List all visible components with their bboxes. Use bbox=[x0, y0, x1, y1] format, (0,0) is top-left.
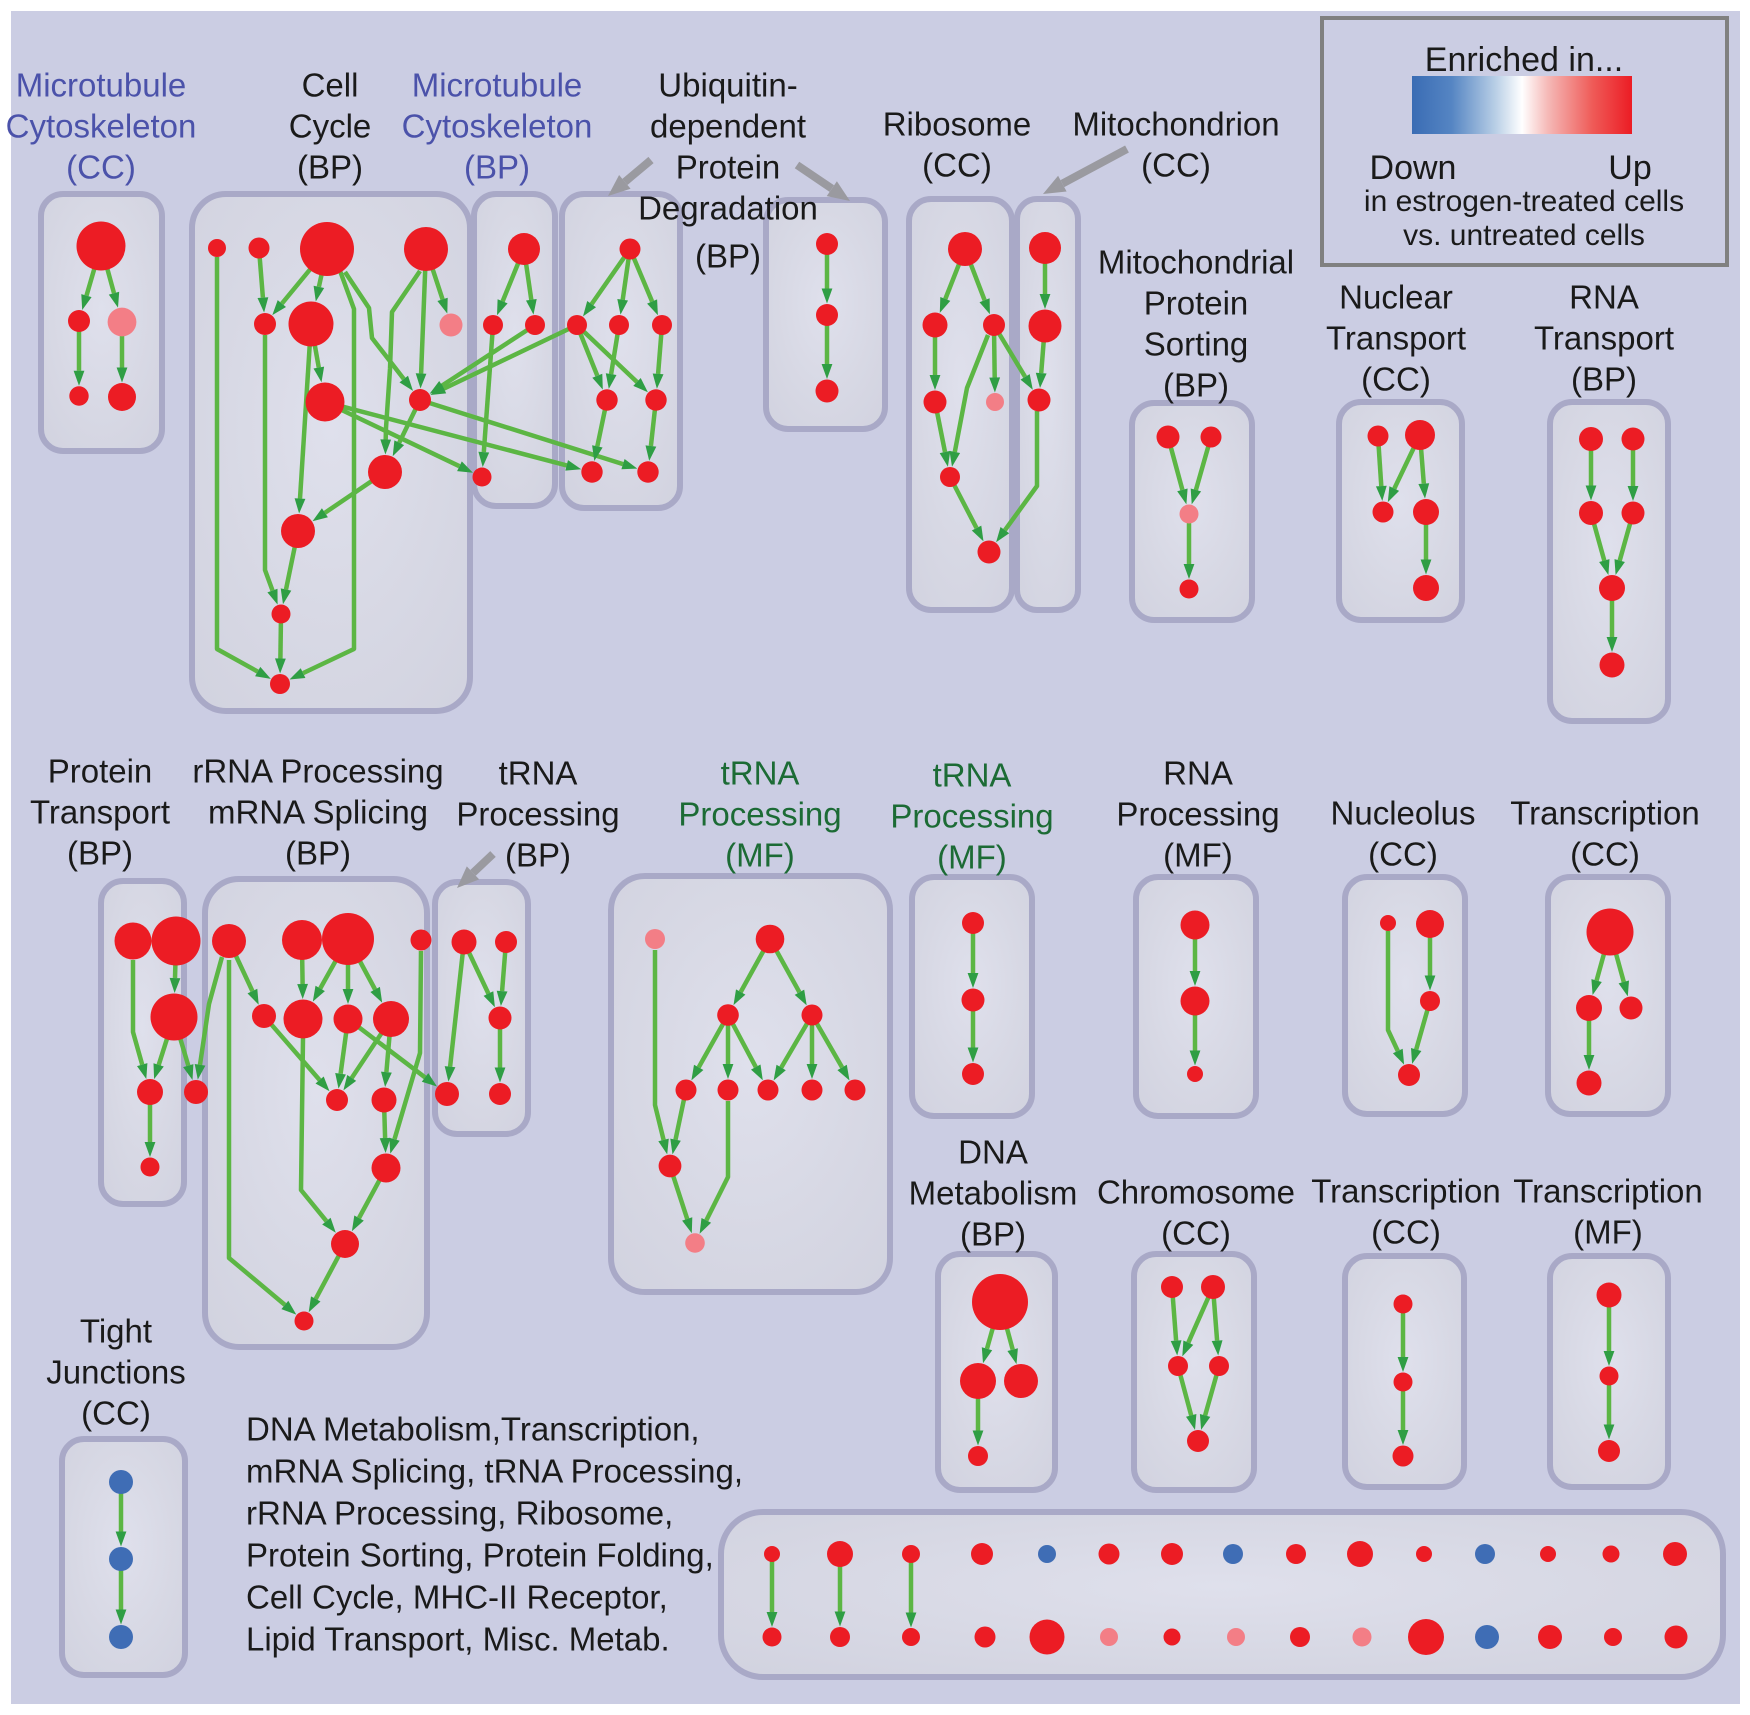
svg-text:(CC): (CC) bbox=[81, 1395, 151, 1432]
svg-text:Degradation: Degradation bbox=[638, 190, 818, 227]
svg-text:(MF): (MF) bbox=[937, 839, 1007, 876]
svg-text:RNA: RNA bbox=[1569, 279, 1639, 316]
svg-text:Transcription: Transcription bbox=[1513, 1173, 1703, 1210]
svg-text:Tight: Tight bbox=[80, 1313, 152, 1350]
svg-text:(BP): (BP) bbox=[285, 835, 351, 872]
svg-text:Ubiquitin-: Ubiquitin- bbox=[658, 67, 797, 104]
svg-text:tRNA: tRNA bbox=[721, 755, 800, 792]
svg-text:Protein: Protein bbox=[1144, 285, 1249, 322]
svg-text:(BP): (BP) bbox=[695, 238, 761, 275]
svg-text:Microtubule: Microtubule bbox=[16, 67, 187, 104]
svg-text:(BP): (BP) bbox=[1163, 367, 1229, 404]
svg-text:Metabolism: Metabolism bbox=[909, 1175, 1078, 1212]
svg-text:(CC): (CC) bbox=[1361, 361, 1431, 398]
svg-text:Cycle: Cycle bbox=[289, 108, 372, 145]
svg-text:RNA: RNA bbox=[1163, 755, 1233, 792]
svg-text:(CC): (CC) bbox=[922, 147, 992, 184]
svg-text:(BP): (BP) bbox=[67, 835, 133, 872]
svg-text:Processing: Processing bbox=[890, 798, 1053, 835]
svg-text:rRNA Processing: rRNA Processing bbox=[192, 753, 443, 790]
svg-text:(CC): (CC) bbox=[1368, 836, 1438, 873]
svg-text:rRNA Processing, Ribosome,: rRNA Processing, Ribosome, bbox=[246, 1495, 673, 1532]
svg-text:Transport: Transport bbox=[30, 794, 170, 831]
svg-text:(BP): (BP) bbox=[297, 149, 363, 186]
svg-text:Junctions: Junctions bbox=[46, 1354, 185, 1391]
svg-text:Ribosome: Ribosome bbox=[883, 106, 1032, 143]
svg-text:(MF): (MF) bbox=[1163, 837, 1233, 874]
svg-text:Microtubule: Microtubule bbox=[412, 67, 583, 104]
svg-text:Up: Up bbox=[1608, 149, 1651, 187]
svg-text:Cell Cycle, MHC-II Receptor,: Cell Cycle, MHC-II Receptor, bbox=[246, 1579, 668, 1616]
svg-text:tRNA: tRNA bbox=[933, 757, 1012, 794]
svg-text:Enriched in...: Enriched in... bbox=[1425, 41, 1623, 79]
svg-text:(BP): (BP) bbox=[1571, 361, 1637, 398]
svg-text:Protein: Protein bbox=[676, 149, 781, 186]
svg-text:(CC): (CC) bbox=[1371, 1214, 1441, 1251]
svg-text:Lipid Transport, Misc. Metab.: Lipid Transport, Misc. Metab. bbox=[246, 1621, 670, 1658]
svg-text:Cytoskeleton: Cytoskeleton bbox=[6, 108, 197, 145]
svg-text:DNA Metabolism,Transcription,: DNA Metabolism,Transcription, bbox=[246, 1411, 700, 1448]
svg-text:Protein: Protein bbox=[48, 753, 153, 790]
svg-text:(BP): (BP) bbox=[505, 837, 571, 874]
svg-text:vs. untreated cells: vs. untreated cells bbox=[1403, 219, 1645, 252]
svg-text:Transport: Transport bbox=[1326, 320, 1466, 357]
svg-text:(CC): (CC) bbox=[1161, 1215, 1231, 1252]
svg-text:Sorting: Sorting bbox=[1144, 326, 1249, 363]
svg-text:(MF): (MF) bbox=[725, 837, 795, 874]
svg-text:Mitochondrial: Mitochondrial bbox=[1098, 244, 1294, 281]
svg-text:(CC): (CC) bbox=[1570, 836, 1640, 873]
svg-text:Nucleolus: Nucleolus bbox=[1331, 795, 1476, 832]
svg-text:Protein Sorting, Protein Foldi: Protein Sorting, Protein Folding, bbox=[246, 1537, 714, 1574]
svg-text:(MF): (MF) bbox=[1573, 1214, 1643, 1251]
svg-text:(CC): (CC) bbox=[66, 149, 136, 186]
svg-text:Chromosome: Chromosome bbox=[1097, 1174, 1295, 1211]
svg-text:Transport: Transport bbox=[1534, 320, 1674, 357]
svg-text:(BP): (BP) bbox=[960, 1216, 1026, 1253]
svg-text:tRNA: tRNA bbox=[499, 755, 578, 792]
svg-text:Processing: Processing bbox=[678, 796, 841, 833]
svg-text:Processing: Processing bbox=[1116, 796, 1279, 833]
svg-text:mRNA Splicing: mRNA Splicing bbox=[208, 794, 428, 831]
svg-text:DNA: DNA bbox=[958, 1134, 1028, 1171]
svg-text:Processing: Processing bbox=[456, 796, 619, 833]
svg-text:Nuclear: Nuclear bbox=[1339, 279, 1453, 316]
svg-text:Mitochondrion: Mitochondrion bbox=[1072, 106, 1279, 143]
svg-text:Down: Down bbox=[1370, 149, 1457, 187]
svg-text:(BP): (BP) bbox=[464, 149, 530, 186]
svg-text:Cell: Cell bbox=[302, 67, 359, 104]
svg-text:Cytoskeleton: Cytoskeleton bbox=[402, 108, 593, 145]
svg-text:mRNA Splicing, tRNA Processing: mRNA Splicing, tRNA Processing, bbox=[246, 1453, 743, 1490]
svg-text:in estrogen-treated cells: in estrogen-treated cells bbox=[1364, 185, 1684, 218]
svg-text:(CC): (CC) bbox=[1141, 147, 1211, 184]
svg-text:dependent: dependent bbox=[650, 108, 806, 145]
svg-text:Transcription: Transcription bbox=[1311, 1173, 1501, 1210]
svg-text:Transcription: Transcription bbox=[1510, 795, 1700, 832]
